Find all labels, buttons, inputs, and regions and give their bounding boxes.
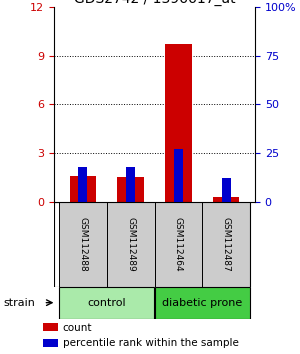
Bar [202, 202, 250, 287]
Text: GSM112489: GSM112489 [126, 217, 135, 272]
Bar [59, 202, 106, 287]
Text: percentile rank within the sample: percentile rank within the sample [63, 338, 238, 348]
Bar [174, 149, 183, 202]
Bar [59, 287, 154, 319]
Bar [70, 176, 96, 202]
Bar [43, 324, 58, 331]
Bar [117, 177, 144, 202]
Bar [126, 167, 135, 202]
Text: GSM112487: GSM112487 [222, 217, 231, 272]
Text: strain: strain [3, 298, 35, 308]
Bar [154, 202, 202, 287]
Bar [165, 44, 192, 202]
Text: GSM112464: GSM112464 [174, 217, 183, 272]
Bar [213, 197, 239, 202]
Title: GDS2742 / 1396617_at: GDS2742 / 1396617_at [74, 0, 235, 6]
Text: count: count [63, 322, 92, 332]
Bar [222, 178, 231, 202]
Bar [78, 167, 87, 202]
Text: diabetic prone: diabetic prone [162, 298, 242, 308]
Bar [43, 339, 58, 347]
Bar [154, 287, 250, 319]
Bar [106, 202, 154, 287]
Text: GSM112488: GSM112488 [78, 217, 87, 272]
Text: control: control [87, 298, 126, 308]
